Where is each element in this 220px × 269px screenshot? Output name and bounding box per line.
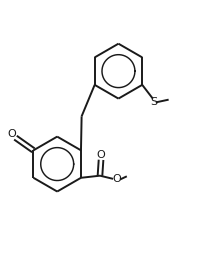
Text: O: O (7, 129, 16, 139)
Text: S: S (150, 97, 157, 107)
Text: O: O (97, 150, 105, 160)
Text: O: O (112, 175, 121, 185)
